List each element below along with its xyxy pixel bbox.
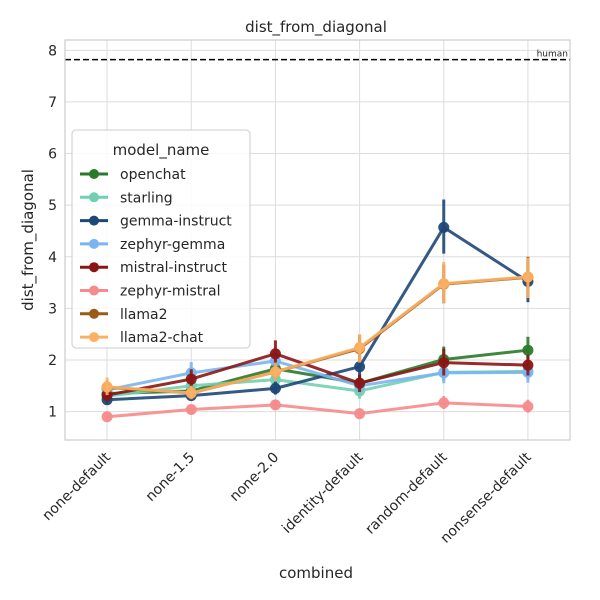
y-tick-label: 4 <box>48 250 57 266</box>
x-tick-label: none-default <box>39 449 114 524</box>
chart-title: dist_from_diagonal <box>245 18 387 37</box>
legend-swatch-marker <box>89 285 99 296</box>
data-point <box>354 408 366 420</box>
y-axis-ticks: 1 2 3 4 5 6 7 8 <box>48 43 57 420</box>
legend-box <box>71 129 251 349</box>
legend-swatch-marker <box>89 192 99 203</box>
legend-swatch-marker <box>89 308 99 319</box>
data-point <box>522 400 534 412</box>
y-axis-title: dist_from_diagonal <box>19 169 38 311</box>
legend-item-zephyr-mistral: zephyr-mistral <box>80 284 220 300</box>
legend-label: mistral-instruct <box>120 260 227 276</box>
data-point <box>185 387 197 399</box>
y-tick-label: 5 <box>48 198 57 214</box>
legend-item-llama2-chat: llama2-chat <box>80 330 204 346</box>
data-point <box>269 366 281 378</box>
legend-swatch-marker <box>89 238 99 249</box>
series-line <box>107 225 529 402</box>
legend-item-gemma-instruct: gemma-instruct <box>80 214 232 230</box>
plot-frame <box>64 39 571 441</box>
data-point <box>269 399 281 411</box>
x-tick-label: nonsense-default <box>438 449 535 546</box>
data-point <box>438 397 450 409</box>
legend-swatch-marker <box>89 332 99 343</box>
x-tick-label: identity-default <box>279 449 367 537</box>
legend-label: gemma-instruct <box>120 214 232 230</box>
legend-title: model_name <box>113 141 210 160</box>
data-point <box>269 348 281 360</box>
legend-label: starling <box>120 190 173 206</box>
data-point <box>438 221 450 233</box>
data-point <box>354 342 366 354</box>
legend-label: openchat <box>120 167 186 183</box>
x-axis-title: combined <box>279 564 353 582</box>
series-line <box>106 352 528 397</box>
y-tick-label: 6 <box>48 147 57 163</box>
legend-swatch-marker <box>89 262 99 273</box>
series-group <box>101 199 534 423</box>
data-point <box>185 373 197 385</box>
legend-swatch-marker <box>89 215 99 226</box>
y-tick-label: 8 <box>48 43 57 59</box>
data-point <box>438 357 450 369</box>
legend-label: zephyr-mistral <box>120 284 220 300</box>
series-line <box>106 359 528 392</box>
legend-item-starling: starling <box>80 190 173 206</box>
reference-line-label: human <box>537 50 568 60</box>
y-tick-label: 3 <box>48 301 57 317</box>
x-axis-ticks: none-default none-1.5 none-2.0identity-def… <box>39 449 535 546</box>
reference-line-group: human <box>65 50 570 61</box>
data-point <box>522 271 534 283</box>
series-zephyr-mistral <box>101 396 534 423</box>
series-line <box>106 401 528 419</box>
legend-swatch-marker <box>89 169 99 179</box>
legend-label: llama2 <box>120 307 167 323</box>
data-point <box>269 382 281 394</box>
legend-items: openchat starling gemma-instruct zephyr-gem… <box>80 167 232 346</box>
x-tick-label: random-default <box>362 449 450 537</box>
data-point <box>354 361 366 373</box>
data-point <box>101 411 113 423</box>
y-tick-label: 1 <box>48 405 57 421</box>
data-point <box>185 404 197 416</box>
legend-item-openchat: openchat <box>80 167 186 183</box>
legend: model_name openchat starling gemma-instruc… <box>71 129 251 349</box>
legend-item-llama2: llama2 <box>80 307 167 323</box>
data-point <box>101 381 113 393</box>
legend-label: llama2-chat <box>120 330 204 346</box>
y-tick-label: 7 <box>48 95 57 111</box>
data-point <box>438 278 450 290</box>
data-point <box>354 377 366 389</box>
legend-item-mistral-instruct: mistral-instruct <box>80 260 227 276</box>
series-llama2-chat <box>101 257 534 400</box>
data-point <box>522 344 534 356</box>
y-tick-label: 2 <box>48 353 57 369</box>
legend-label: zephyr-gemma <box>120 237 225 253</box>
x-tick-label: none-1.5 <box>143 450 198 505</box>
data-point <box>522 359 534 371</box>
x-tick-label: none-2.0 <box>227 450 282 505</box>
series-line <box>106 275 529 395</box>
legend-item-zephyr-gemma: zephyr-gemma <box>80 237 225 253</box>
